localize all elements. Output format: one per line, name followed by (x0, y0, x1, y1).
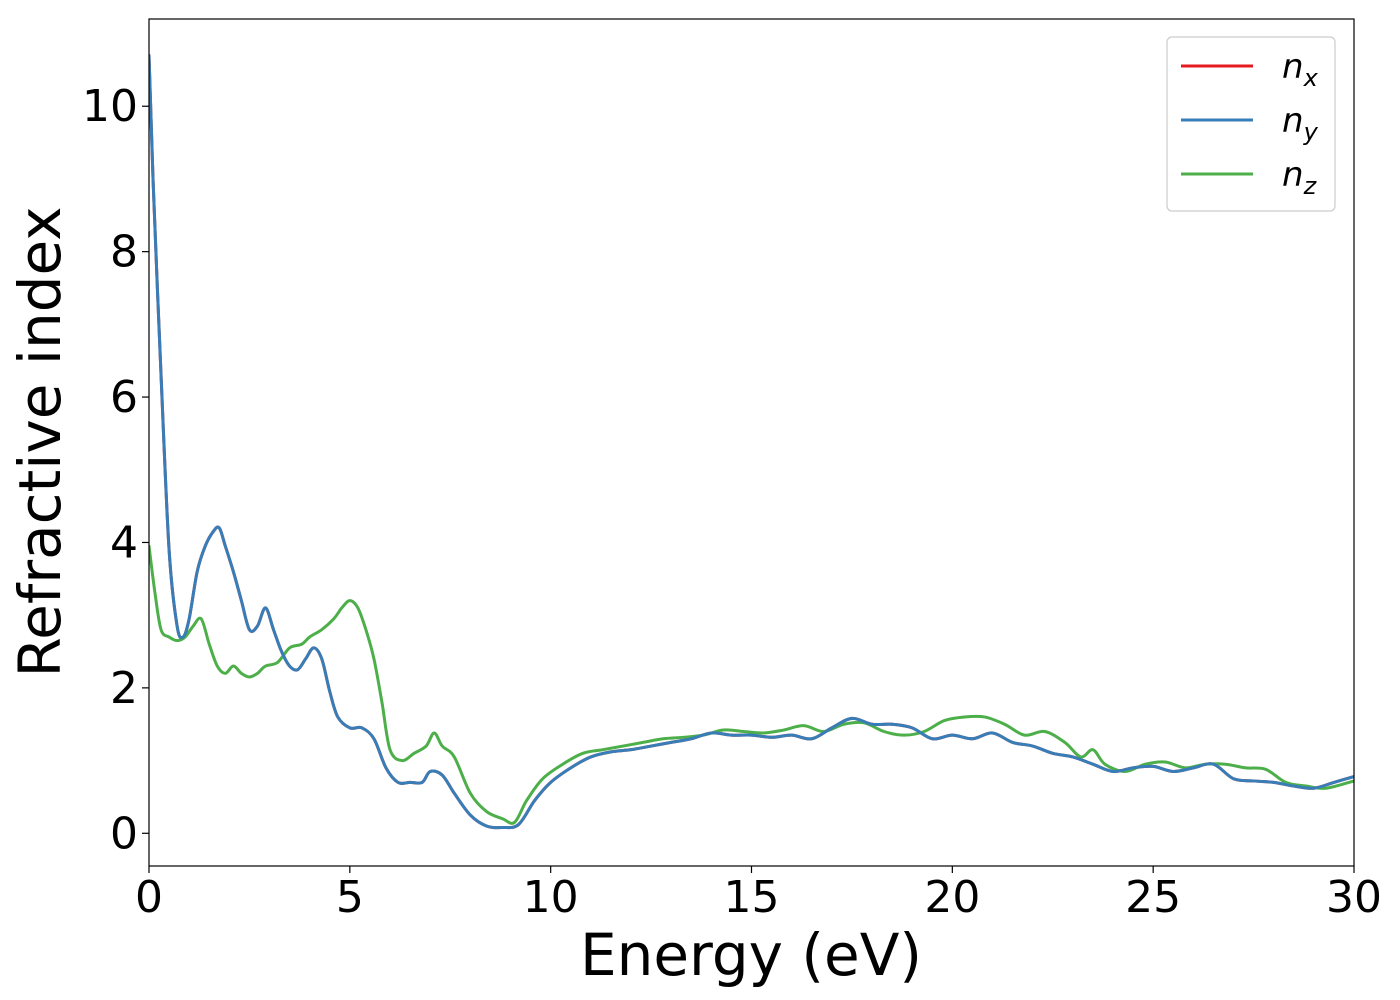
x-tick-label: 0 (135, 872, 163, 923)
legend-label-subscript: z (1303, 172, 1318, 200)
legend-box (1166, 36, 1336, 212)
legend-label-base: n (1282, 101, 1304, 141)
legend-label-subscript: x (1303, 64, 1319, 92)
x-tick-label: 30 (1326, 872, 1382, 923)
y-tick-label: 6 (110, 372, 138, 423)
x-tick-label: 20 (924, 872, 980, 923)
y-tick-label: 2 (110, 663, 138, 714)
series-line-n-z (149, 544, 1354, 825)
y-tick-label: 4 (110, 517, 138, 568)
x-tick-label: 10 (523, 872, 579, 923)
plot-area (149, 53, 1354, 830)
y-tick-label: 10 (82, 81, 138, 132)
axes: 0 5 10 15 20 25 30 0 2 4 6 8 10 (82, 18, 1382, 923)
legend-label-n-x: nx (1282, 47, 1319, 92)
legend-label-subscript: y (1303, 118, 1319, 146)
y-tick-label: 8 (110, 227, 138, 278)
x-tick-label: 15 (724, 872, 780, 923)
legend-label-base: n (1282, 155, 1304, 195)
x-axis-label: Energy (eV) (580, 921, 922, 989)
y-tick-label: 0 (110, 808, 138, 859)
x-tick-label: 5 (336, 872, 364, 923)
x-tick-label: 25 (1125, 872, 1181, 923)
series-line-n-y (149, 53, 1354, 830)
legend-label-base: n (1282, 47, 1304, 87)
legend-label-n-y: ny (1282, 101, 1319, 146)
legend-label-n-z: nz (1282, 155, 1318, 200)
y-axis-label: Refractive index (6, 206, 74, 677)
